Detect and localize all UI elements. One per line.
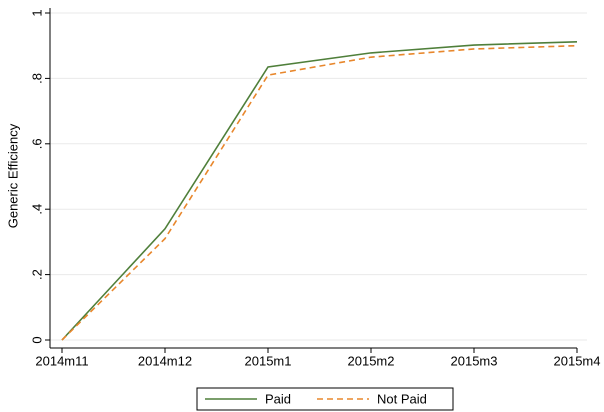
x-tick-label: 2014m11 (35, 353, 88, 368)
y-tick-label: .2 (29, 269, 44, 280)
y-tick-label: .4 (29, 204, 44, 215)
y-tick-label: .8 (29, 73, 44, 84)
series-line (61, 40, 578, 341)
legend-label: Paid (265, 391, 291, 406)
y-tick-label: 0 (29, 336, 44, 343)
y-tick-label: .6 (29, 138, 44, 149)
legend-box (196, 387, 454, 411)
y-axis-title: Generic Efficiency (5, 123, 20, 228)
x-tick-label: 2015m2 (348, 353, 395, 368)
x-tick-label: 2015m4 (554, 353, 601, 368)
x-tick-label: 2015m3 (451, 353, 498, 368)
series-line (61, 44, 578, 341)
x-tick-label: 2015m1 (245, 353, 292, 368)
legend-label: Not Paid (377, 391, 427, 406)
x-tick-label: 2014m12 (138, 353, 192, 368)
y-tick-label: 1 (29, 9, 44, 16)
